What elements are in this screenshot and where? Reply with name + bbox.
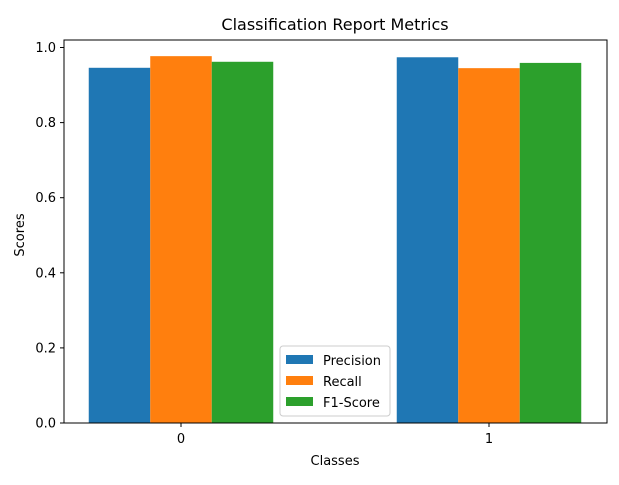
bar-f1-score-class-0 bbox=[211, 61, 274, 423]
y-axis-label: Scores bbox=[13, 213, 28, 256]
x-axis-label: Classes bbox=[311, 454, 360, 469]
bar-recall-class-1 bbox=[458, 68, 520, 423]
y-tick-label: 0.2 bbox=[35, 341, 56, 356]
legend-label-recall: Recall bbox=[323, 375, 362, 390]
y-tick-label: 0.4 bbox=[35, 266, 56, 281]
legend-label-f1-score: F1-Score bbox=[323, 396, 380, 411]
bar-precision-class-1 bbox=[396, 57, 459, 424]
legend-swatch-f1-score bbox=[286, 397, 313, 406]
x-tick-label: 1 bbox=[485, 432, 493, 447]
bar-recall-class-0 bbox=[150, 56, 212, 424]
bar-f1-score-class-1 bbox=[519, 62, 582, 424]
plot-area: 0.0 0.2 0.4 0.6 0.8 1.0 0 1 Precision Recall F1-Sc… bbox=[35, 39, 608, 447]
legend-swatch-recall bbox=[286, 376, 313, 385]
legend-label-precision: Precision bbox=[323, 354, 381, 369]
y-tick-label: 1.0 bbox=[35, 41, 56, 56]
y-tick-label: 0.0 bbox=[35, 417, 56, 432]
bar-precision-class-0 bbox=[88, 67, 151, 423]
legend-swatch-precision bbox=[286, 355, 313, 364]
axes-frame bbox=[63, 39, 608, 424]
chart-title: Classification Report Metrics bbox=[221, 15, 448, 34]
x-tick-label: 0 bbox=[177, 432, 185, 447]
y-tick-label: 0.8 bbox=[35, 116, 56, 131]
y-tick-label: 0.6 bbox=[35, 191, 56, 206]
